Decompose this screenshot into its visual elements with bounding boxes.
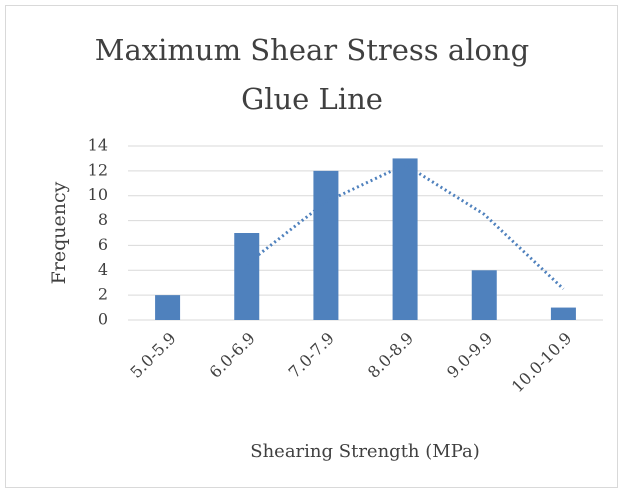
y-tick-label: 14 (88, 136, 108, 155)
y-tick-label: 8 (98, 210, 108, 229)
x-axis-title: Shearing Strength (MPa) (250, 441, 480, 462)
bar (550, 307, 576, 320)
y-tick-label: 0 (98, 310, 108, 329)
bar (155, 295, 181, 320)
y-tick-label: 4 (98, 260, 108, 279)
bar (471, 270, 497, 320)
y-tick-label: 2 (98, 285, 108, 304)
bar (313, 170, 339, 320)
y-axis-title: Frequency (48, 181, 70, 284)
chart-border (5, 5, 618, 488)
bar (234, 233, 260, 320)
chart-title: Glue Line (241, 82, 383, 116)
y-tick-label: 12 (88, 160, 108, 179)
y-tick-label: 10 (88, 185, 108, 204)
y-tick-label: 6 (98, 235, 108, 254)
bar (392, 158, 418, 320)
chart-title: Maximum Shear Stress along (95, 33, 529, 67)
